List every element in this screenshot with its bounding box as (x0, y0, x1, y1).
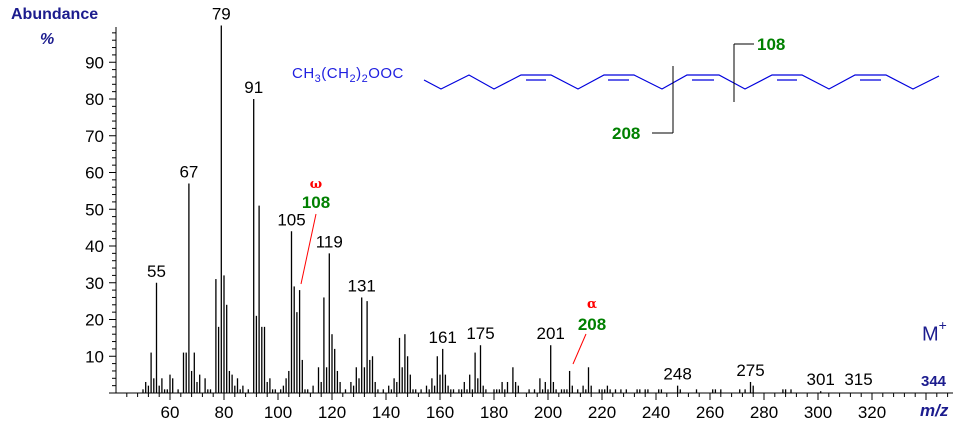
x-axis-title: m/z (920, 401, 949, 420)
structure-formula: CH3(CH2)2OOC (292, 65, 404, 85)
peak-label: 201 (537, 324, 565, 343)
x-tick-label: 100 (264, 403, 292, 422)
y-tick-label: 20 (85, 311, 104, 330)
molecular-ion-charge: + (938, 317, 947, 333)
y-tick-label: 80 (85, 90, 104, 109)
y-tick-label: 40 (85, 237, 104, 256)
formula-subscript: 3 (314, 73, 322, 85)
x-tick-label: 160 (426, 403, 454, 422)
peak-label: 67 (179, 163, 198, 182)
x-tick-label: 300 (804, 403, 832, 422)
x-tick-label: 320 (858, 403, 886, 422)
fragment-label-108: 108 (757, 35, 785, 54)
peak-labels: 55 67 79 91 105 119 131 161 175 201 248 275 301 315 (147, 5, 873, 390)
alpha-fragment-value: 208 (578, 315, 606, 334)
x-axis: 60 80 100 120 140 160 180 200 220 240 260 280 300 320 (109, 392, 953, 422)
peak-label: 301 (807, 370, 835, 389)
x-tick-label: 120 (318, 403, 346, 422)
omega-symbol: ω (310, 177, 322, 192)
x-tick-label: 140 (372, 403, 400, 422)
peak-label: 131 (348, 276, 376, 295)
peak-label: 91 (244, 78, 263, 97)
molecular-ion-label: M+ (922, 317, 947, 347)
molecular-ion-mz: 344 (921, 373, 947, 390)
molecular-ion-symbol: M (922, 323, 939, 346)
x-tick-label: 260 (696, 403, 724, 422)
peak-label: 175 (466, 324, 494, 343)
y-axis-title: Abundance (11, 6, 99, 23)
peak-label: 105 (277, 210, 305, 229)
y-tick-label: 70 (85, 127, 104, 146)
y-axis-unit: % (40, 31, 55, 48)
peak-label: 315 (844, 370, 872, 389)
spectrum-peaks (142, 25, 822, 393)
x-tick-label: 220 (588, 403, 616, 422)
fragment-label-208: 208 (612, 124, 640, 143)
alpha-pointer-line (572, 333, 587, 365)
formula-part: (CH (321, 65, 350, 82)
cleavage-bracket-108 (733, 43, 754, 102)
y-axis: 10 20 30 40 50 60 70 80 90 (85, 27, 117, 393)
peak-label: 119 (316, 232, 343, 251)
omega-fragment-value: 108 (302, 193, 330, 212)
y-tick-label: 60 (85, 164, 104, 183)
peak-label: 161 (429, 328, 457, 347)
x-tick-label: 80 (215, 403, 234, 422)
x-tick-label: 60 (161, 403, 180, 422)
formula-part: ) (356, 65, 362, 82)
x-tick-label: 180 (480, 403, 508, 422)
peak-label: 275 (736, 361, 764, 380)
alpha-symbol: α (587, 297, 597, 312)
peak-label: 79 (212, 5, 231, 24)
x-tick-label: 280 (750, 403, 778, 422)
x-tick-label: 200 (534, 403, 562, 422)
structure-chain (423, 74, 940, 90)
omega-pointer-line (300, 213, 317, 285)
y-tick-label: 10 (85, 347, 104, 366)
formula-subscript: 2 (361, 73, 369, 85)
y-tick-label: 50 (85, 200, 104, 219)
x-tick-label: 240 (642, 403, 670, 422)
peak-label: 55 (147, 262, 166, 281)
y-tick-label: 30 (85, 274, 104, 293)
formula-subscript: 2 (349, 73, 357, 85)
formula-part: CH (292, 65, 315, 82)
formula-part: OOC (368, 65, 404, 82)
cleavage-bracket-208 (652, 66, 674, 134)
y-tick-label: 90 (85, 53, 104, 72)
peak-label: 248 (663, 365, 691, 384)
